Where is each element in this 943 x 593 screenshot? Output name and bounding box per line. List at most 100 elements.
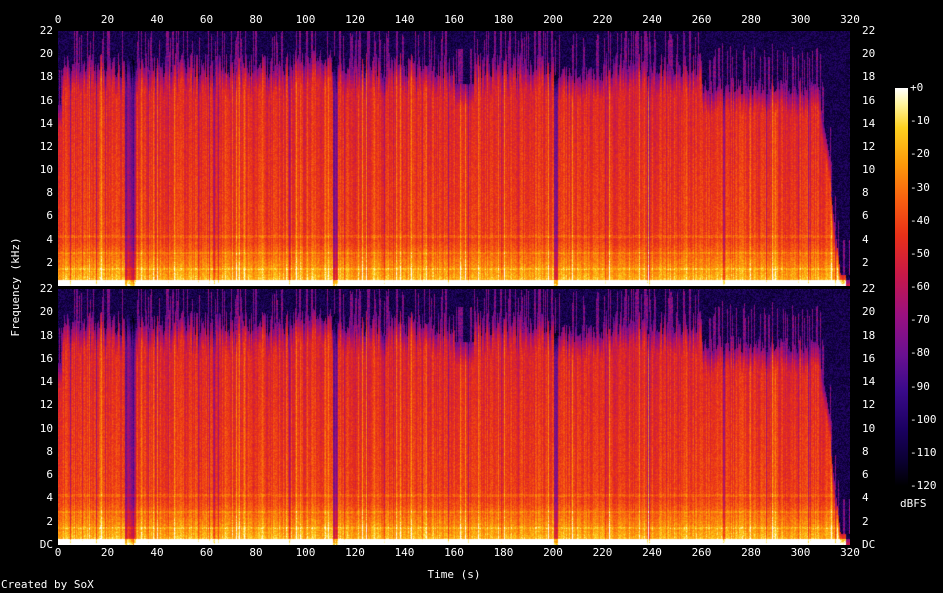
y-tick-label-left: 4 — [46, 491, 53, 505]
y-axis-title: Frequency (kHz) — [9, 237, 22, 337]
x-tick-label-top: 20 — [100, 13, 115, 26]
y-tick-label-right: 8 — [862, 444, 869, 458]
colorbar-tick-label: -70 — [910, 313, 930, 327]
y-tick-label-right: 6 — [862, 209, 869, 223]
colorbar-tick-label: -50 — [910, 246, 930, 260]
x-tick-label-top: 260 — [691, 13, 712, 26]
x-tick-label-bottom: 160 — [444, 546, 464, 559]
x-tick-label-bottom: 180 — [493, 546, 514, 559]
x-tick-label-bottom: 100 — [295, 546, 316, 559]
x-tick-label-top: 240 — [642, 13, 662, 26]
y-tick-label-left: 22 — [39, 282, 53, 295]
y-tick-label-left: 18 — [39, 328, 53, 342]
y-tick-label-right: 2 — [862, 255, 869, 269]
y-tick-label-right: 16 — [862, 351, 876, 365]
y-tick-label-left: 8 — [46, 186, 53, 200]
x-tick-label-bottom: 60 — [199, 546, 214, 559]
y-tick-label-right: 22 — [862, 282, 876, 295]
y-tick-label-left: 20 — [39, 47, 53, 61]
x-tick-label-top: 220 — [592, 13, 613, 26]
y-tick-label-right: 18 — [862, 328, 876, 342]
footer-credit: Created by SoX — [1, 578, 94, 591]
y-tick-label-right: 2 — [862, 514, 869, 528]
colorbar — [895, 88, 908, 486]
x-tick-label-bottom: 260 — [691, 546, 712, 559]
x-tick-label-bottom: 280 — [741, 546, 761, 559]
x-tick-label-top: 180 — [493, 13, 514, 26]
x-tick-label-bottom: 240 — [642, 546, 662, 559]
y-tick-label-left: 8 — [46, 444, 53, 458]
y-tick-label-right: DC — [862, 538, 876, 551]
y-tick-label-right: 20 — [862, 305, 876, 319]
y-tick-label-left: 22 — [39, 24, 53, 37]
colorbar-tick-label: -90 — [910, 379, 930, 393]
x-tick-label-bottom: 300 — [790, 546, 811, 559]
y-tick-label-left: 2 — [46, 255, 53, 269]
y-tick-label-right: 20 — [862, 47, 876, 61]
x-tick-label-bottom: 0 — [54, 546, 62, 559]
y-tick-label-right: 18 — [862, 70, 876, 84]
colorbar-tick-label: +0 — [910, 81, 924, 94]
x-axis-title: Time (s) — [427, 568, 481, 581]
y-tick-label-left: 18 — [39, 70, 53, 84]
y-tick-label-left: 10 — [39, 163, 53, 177]
colorbar-tick-label: -100 — [910, 412, 937, 426]
spectrogram-canvas — [58, 31, 850, 286]
y-tick-label-left: 16 — [39, 351, 53, 365]
colorbar-label: dBFS — [900, 497, 927, 510]
x-tick-label-bottom: 120 — [345, 546, 365, 559]
x-tick-label-top: 100 — [295, 13, 316, 26]
y-tick-label-left: 20 — [39, 305, 53, 319]
y-tick-label-right: 8 — [862, 186, 869, 200]
colorbar-tick-label: -120 — [910, 479, 937, 492]
y-tick-label-right: 6 — [862, 468, 869, 482]
y-tick-label-left: 12 — [39, 139, 53, 153]
y-tick-label-left: 2 — [46, 514, 53, 528]
y-tick-label-right: 4 — [862, 491, 869, 505]
x-tick-label-top: 80 — [249, 13, 263, 26]
colorbar-tick-label: -10 — [910, 114, 930, 128]
y-tick-label-left: 6 — [46, 209, 53, 223]
y-tick-label-left: 16 — [39, 93, 53, 107]
colorbar-tick-label: -60 — [910, 280, 930, 293]
spectrogram-canvas — [58, 289, 850, 545]
y-tick-label-right: 10 — [862, 163, 876, 177]
x-tick-label-top: 200 — [543, 13, 563, 26]
colorbar-tick-label: -110 — [910, 445, 937, 459]
y-tick-label-right: 14 — [862, 375, 876, 389]
x-tick-label-top: 120 — [345, 13, 365, 26]
colorbar-tick-label: -80 — [910, 346, 930, 360]
colorbar-tick-label: -30 — [910, 180, 930, 194]
spectrogram-channel-1 — [58, 31, 850, 286]
x-tick-label-bottom: 200 — [543, 546, 563, 559]
x-tick-label-top: 140 — [394, 13, 415, 26]
x-tick-label-bottom: 40 — [150, 546, 164, 559]
x-tick-label-top: 160 — [444, 13, 464, 26]
y-tick-label-right: 14 — [862, 116, 876, 130]
y-tick-label-left: 10 — [39, 421, 53, 435]
x-tick-label-bottom: 140 — [394, 546, 415, 559]
y-tick-label-right: 12 — [862, 398, 876, 412]
y-tick-label-right: 4 — [862, 232, 869, 246]
spectrogram-channel-2 — [58, 289, 850, 545]
y-tick-label-left: 4 — [46, 232, 53, 246]
x-tick-label-top: 60 — [199, 13, 214, 26]
x-tick-label-top: 0 — [54, 13, 62, 26]
y-tick-label-right: 10 — [862, 421, 876, 435]
x-tick-label-top: 300 — [790, 13, 811, 26]
y-tick-label-left: 14 — [39, 375, 53, 389]
x-tick-label-bottom: 320 — [840, 546, 860, 559]
y-tick-label-right: 16 — [862, 93, 876, 107]
y-tick-label-left: 6 — [46, 468, 53, 482]
colorbar-tick-label: -40 — [910, 213, 930, 227]
y-tick-label-left: 14 — [39, 116, 53, 130]
x-tick-label-bottom: 20 — [100, 546, 115, 559]
y-tick-label-right: 12 — [862, 139, 876, 153]
colorbar-tick-label: -20 — [910, 147, 930, 161]
x-tick-label-top: 320 — [840, 13, 860, 26]
y-tick-label-left: DC — [39, 538, 53, 551]
x-tick-label-bottom: 220 — [592, 546, 613, 559]
y-tick-label-right: 22 — [862, 24, 876, 37]
x-tick-label-top: 280 — [741, 13, 761, 26]
